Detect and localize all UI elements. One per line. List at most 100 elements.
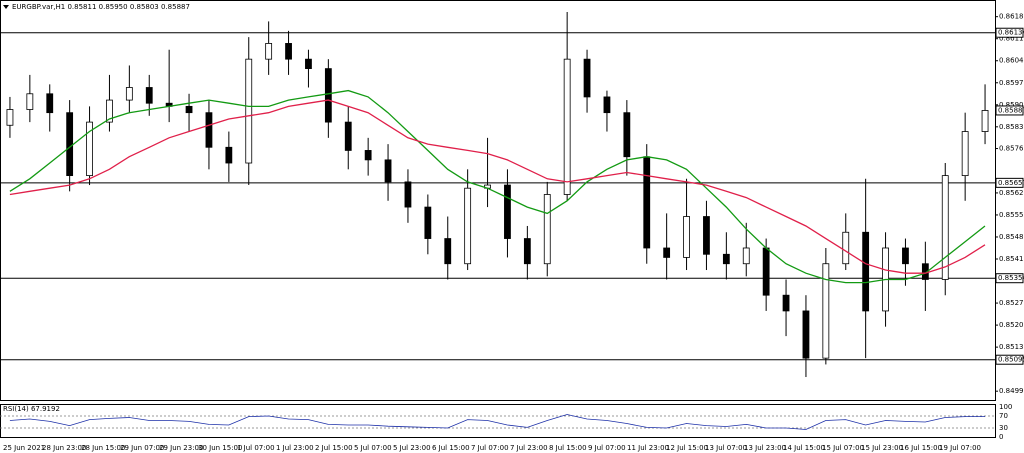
y-tick-label: 0.85766 <box>999 145 1024 153</box>
level-box <box>995 177 1024 188</box>
candle-body <box>822 263 830 359</box>
candle-body <box>862 231 870 312</box>
candle-body <box>643 156 651 249</box>
candle-body <box>265 43 273 60</box>
candle-body <box>722 253 730 265</box>
y-tick-label: 0.85275 <box>999 299 1024 307</box>
level-label: 0.85095 <box>998 356 1024 364</box>
x-tick-label: 6 Jul 15:00 <box>432 444 470 452</box>
candle-body <box>543 194 551 265</box>
candle-body <box>623 112 631 158</box>
y-tick-label: 0.85835 <box>999 123 1024 131</box>
candle-body <box>583 58 591 98</box>
level-box <box>995 27 1024 38</box>
x-tick-label: 2 Jul 15:00 <box>315 444 353 452</box>
candle-body <box>285 43 292 60</box>
candle-body <box>344 121 352 151</box>
x-tick-label: 13 Jul 07:00 <box>705 444 747 452</box>
y-tick-label: 0.86045 <box>999 57 1024 65</box>
candle-body <box>125 87 133 101</box>
y-tick-label: 0.85485 <box>999 233 1024 241</box>
candle-body <box>523 238 531 265</box>
x-tick-label: 5 Jul 07:00 <box>354 444 392 452</box>
x-tick-label: 14 Jul 15:00 <box>783 444 825 452</box>
rsi-tick-label: 100 <box>999 403 1012 411</box>
candle-body <box>384 159 392 183</box>
y-tick-label: 0.85555 <box>999 211 1024 219</box>
y-tick-label: 0.86185 <box>999 13 1024 21</box>
candle-body <box>86 121 93 177</box>
moving-average <box>9 99 986 274</box>
x-tick-label: 12 Jul 15:00 <box>666 444 708 452</box>
x-tick-label: 30 Jun 15:00 <box>198 444 242 452</box>
x-tick-label: 7 Jul 07:00 <box>471 444 509 452</box>
x-tick-label: 19 Jul 07:00 <box>939 444 981 452</box>
last-price-label: 0.85887 <box>998 106 1024 114</box>
x-tick-label: 1 Jul 07:00 <box>237 444 275 452</box>
candle-body <box>683 216 690 258</box>
x-tick-label: 25 Jun 2021 <box>3 444 45 452</box>
candle-body <box>364 150 372 161</box>
rsi-tick-label: 70 <box>999 412 1008 420</box>
x-tick-label: 15 Jul 23:00 <box>861 444 903 452</box>
candle-body <box>464 187 472 265</box>
candle-body <box>66 112 74 177</box>
candle-body <box>762 247 770 296</box>
x-tick-label: 28 Jun 15:00 <box>81 444 125 452</box>
y-tick-label: 0.86115 <box>999 35 1024 43</box>
x-tick-label: 29 Jun 07:00 <box>120 444 164 452</box>
candle-body <box>225 146 233 164</box>
candle-body <box>6 109 14 126</box>
y-tick-label: 0.85625 <box>999 189 1024 197</box>
candle-body <box>444 238 452 265</box>
level-label: 0.86134 <box>998 29 1024 37</box>
candle-body <box>324 68 332 123</box>
candle-body <box>504 184 511 239</box>
y-tick-label: 0.85135 <box>999 343 1024 351</box>
candle-body <box>703 216 710 255</box>
candle-body <box>782 294 790 312</box>
x-tick-label: 13 Jul 23:00 <box>744 444 786 452</box>
x-tick-label: 29 Jun 23:00 <box>159 444 203 452</box>
rsi-tick-label: 0 <box>999 433 1003 441</box>
candle-body <box>404 181 412 208</box>
candle-body <box>961 131 969 177</box>
last-price-box <box>995 105 1024 116</box>
candle-body <box>603 96 611 114</box>
candle-body <box>802 310 810 359</box>
y-tick-label: 0.85975 <box>999 79 1024 87</box>
x-tick-label: 1 Jul 23:00 <box>276 444 314 452</box>
candle-body <box>145 87 153 104</box>
moving-average <box>9 89 986 284</box>
candle-body <box>106 99 113 123</box>
candle-body <box>742 247 750 265</box>
x-tick-label: 11 Jul 23:00 <box>627 444 669 452</box>
rsi-tick-label: 30 <box>999 424 1008 432</box>
level-box <box>995 354 1024 365</box>
y-tick-label: 0.85205 <box>999 321 1024 329</box>
candle-body <box>842 231 850 265</box>
y-tick-label: 0.85415 <box>999 255 1024 263</box>
level-label: 0.85657 <box>998 179 1024 187</box>
x-tick-label: 5 Jul 23:00 <box>393 444 431 452</box>
candle-body <box>46 93 54 114</box>
x-tick-label: 15 Jul 07:00 <box>822 444 864 452</box>
candle-body <box>185 105 193 114</box>
y-tick-label: 0.84995 <box>999 387 1024 395</box>
rsi-line <box>9 414 985 430</box>
x-tick-label: 28 Jun 23:00 <box>42 444 86 452</box>
candle-body <box>424 206 432 239</box>
candle-body <box>305 58 312 70</box>
x-tick-label: 7 Jul 23:00 <box>510 444 548 452</box>
rsi-pane <box>0 404 996 438</box>
candle-body <box>981 110 989 132</box>
level-box <box>995 273 1024 284</box>
rsi-title: RSI(14) 67.9192 <box>3 405 60 413</box>
x-tick-label: 16 Jul 15:00 <box>900 444 942 452</box>
candle-body <box>941 175 949 280</box>
candle-body <box>245 58 253 164</box>
candle-body <box>663 247 671 258</box>
chart-title: EURGBP.var,H1 0.85811 0.85950 0.85803 0.… <box>12 3 190 11</box>
candle-body <box>205 112 213 148</box>
